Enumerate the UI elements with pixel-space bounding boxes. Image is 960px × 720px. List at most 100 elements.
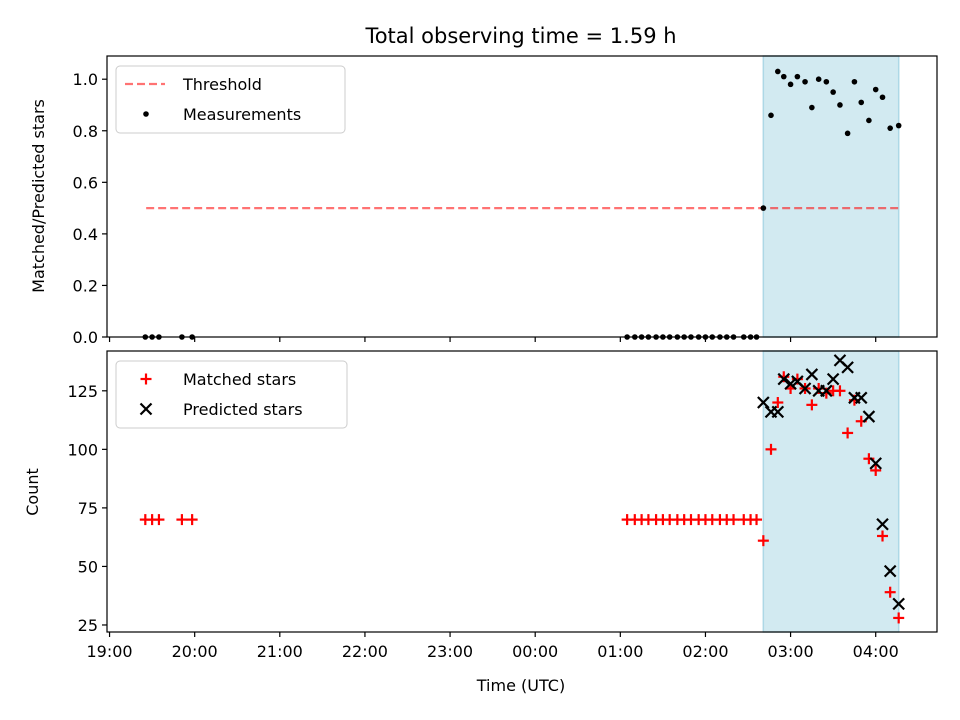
bottom-matched-stars-point-23 [751, 514, 763, 526]
bottom-ytick-label-1: 50 [78, 557, 98, 576]
bottom-predicted-stars-point-16-b [869, 457, 882, 470]
bottom-matched-stars-point-41 [877, 530, 889, 542]
top-measurements-point-42 [887, 125, 893, 131]
bottom-predicted-stars-point-14 [854, 391, 868, 405]
top-measurements-point-43 [895, 122, 902, 129]
bottom-matched-stars-point-3 [176, 514, 188, 526]
bottom-predicted-stars-point-6-b [798, 382, 812, 395]
top-measurements-point-38 [858, 99, 865, 106]
bottom-predicted-stars-point-9-b [820, 384, 833, 398]
bottom-predicted-stars-point-18 [883, 564, 897, 578]
top-observing-span [762, 55, 900, 338]
xtick-label-6: 01:00 [597, 642, 643, 661]
top-ytick-label-3: 0.6 [73, 173, 98, 192]
top-measurements-point-27 [780, 73, 787, 80]
bottom-matched-stars-point-40 [870, 464, 882, 476]
bottom-predicted-stars-point-19-b [892, 597, 905, 611]
bottom-predicted-stars-point-0-b [757, 396, 770, 409]
bottom-matched-stars-point-42 [884, 586, 896, 598]
top-ytick-label-1: 0.2 [73, 276, 98, 295]
bottom-ytick-label-0: 25 [78, 616, 98, 635]
bottom-predicted-stars-point-17-b [876, 518, 889, 531]
bottom-predicted-stars-point-10-b [826, 372, 840, 386]
bottom-matched-stars-point-2 [153, 514, 165, 526]
chart-title: Total observing time = 1.59 h [364, 24, 676, 48]
top-measurements-point-25 [768, 112, 774, 119]
xtick-label-8: 03:00 [768, 642, 814, 661]
top-axes-frame [106, 55, 938, 338]
top-measurements-point-39 [866, 117, 872, 124]
bottom-predicted-stars-point-12 [841, 361, 854, 374]
bottom-observing-span [762, 350, 900, 633]
bottom-predicted-stars-point-11-b [833, 354, 847, 367]
legend-matched-stars-label: Matched stars [183, 370, 296, 389]
bottom-predicted-stars-point-19 [892, 597, 905, 611]
bottom-y-axis-label: Count [23, 468, 42, 516]
top-measurements-point-36 [844, 130, 851, 137]
bottom-matched-stars-point-26 [772, 397, 784, 409]
top-measurements-point-33 [823, 78, 830, 85]
bottom-predicted-stars-point-17 [876, 518, 889, 531]
legend-measurements-label: Measurements [183, 105, 301, 124]
bottom-matched-stars-point-4 [186, 514, 198, 526]
top-measurements-point-29 [794, 73, 801, 80]
bottom-matched-stars-point-25 [765, 443, 777, 455]
bottom-predicted-stars-point-2 [771, 405, 785, 419]
xtick-label-4: 23:00 [427, 642, 473, 661]
top-measurements-point-24 [760, 205, 767, 211]
top-measurements-point-31 [809, 104, 815, 111]
top-measurements-point-35 [837, 102, 843, 108]
bottom-predicted-stars-point-10 [826, 372, 840, 386]
bottom-predicted-stars-point-2-b [771, 405, 785, 419]
bottom-predicted-stars-point-5-b [791, 375, 804, 388]
bottom-matched-stars-point-36 [842, 427, 854, 439]
bottom-matched-stars-point-24 [757, 535, 769, 547]
bottom-legend-box [115, 360, 348, 429]
xtick-label-1: 20:00 [172, 642, 218, 661]
bottom-matched-stars-point-35 [834, 385, 846, 397]
legend-predicted-stars-swatch-b [139, 402, 153, 416]
xtick-label-9: 04:00 [853, 642, 899, 661]
bottom-predicted-stars-point-4-b [784, 377, 797, 391]
top-measurements-point-32 [815, 76, 822, 83]
top-ytick-label-4: 0.8 [73, 122, 98, 141]
top-measurements-point-41 [879, 94, 886, 101]
bottom-ytick-label-2: 75 [78, 499, 98, 518]
top-measurements-point-37 [851, 78, 858, 85]
bottom-ytick-label-3: 100 [67, 440, 98, 459]
bottom-predicted-stars-point-15 [862, 410, 876, 423]
legend-measurements-swatch [143, 111, 149, 117]
xtick-label-3: 22:00 [342, 642, 388, 661]
bottom-legend: Matched stars Predicted stars [115, 360, 348, 429]
top-measurements-point-26 [775, 68, 781, 75]
bottom-predicted-stars-point-0 [757, 396, 770, 409]
legend-predicted-stars-label: Predicted stars [183, 400, 303, 419]
bottom-axes-frame [106, 350, 938, 633]
bottom-predicted-stars-point-7 [805, 368, 819, 381]
bottom-predicted-stars-point-4 [784, 377, 797, 391]
bottom-matched-stars-point-31 [806, 399, 818, 411]
xtick-label-2: 21:00 [257, 642, 303, 661]
top-measurements-point-34 [830, 89, 836, 95]
top-ytick-label-5: 1.0 [73, 70, 98, 89]
bottom-predicted-stars-point-7-b [805, 368, 819, 381]
top-panel: 0.0 0.2 0.4 0.6 0.8 1.0 Threshold Measurements [73, 55, 938, 347]
top-measurements-point-28 [787, 81, 794, 88]
top-measurements-point-40 [872, 86, 879, 93]
bottom-ytick-label-4: 125 [67, 382, 98, 401]
bottom-predicted-stars-point-15-b [862, 410, 876, 423]
top-ytick-label-2: 0.4 [73, 225, 98, 244]
legend-threshold-label: Threshold [182, 75, 262, 94]
top-legend: Threshold Measurements [115, 65, 346, 134]
top-y-axis-label: Matched/Predicted stars [29, 99, 48, 293]
legend-predicted-stars-swatch [139, 402, 153, 416]
top-measurements-point-30 [802, 78, 808, 85]
bottom-predicted-stars-point-14-b [854, 391, 868, 405]
bottom-predicted-stars-point-16 [869, 457, 882, 470]
bottom-predicted-stars-point-9 [820, 384, 833, 398]
bottom-predicted-stars-point-18-b [883, 564, 897, 578]
xtick-label-7: 02:00 [682, 642, 728, 661]
bottom-predicted-stars-point-12-b [841, 361, 854, 374]
bottom-matched-stars-point-43 [893, 612, 905, 624]
